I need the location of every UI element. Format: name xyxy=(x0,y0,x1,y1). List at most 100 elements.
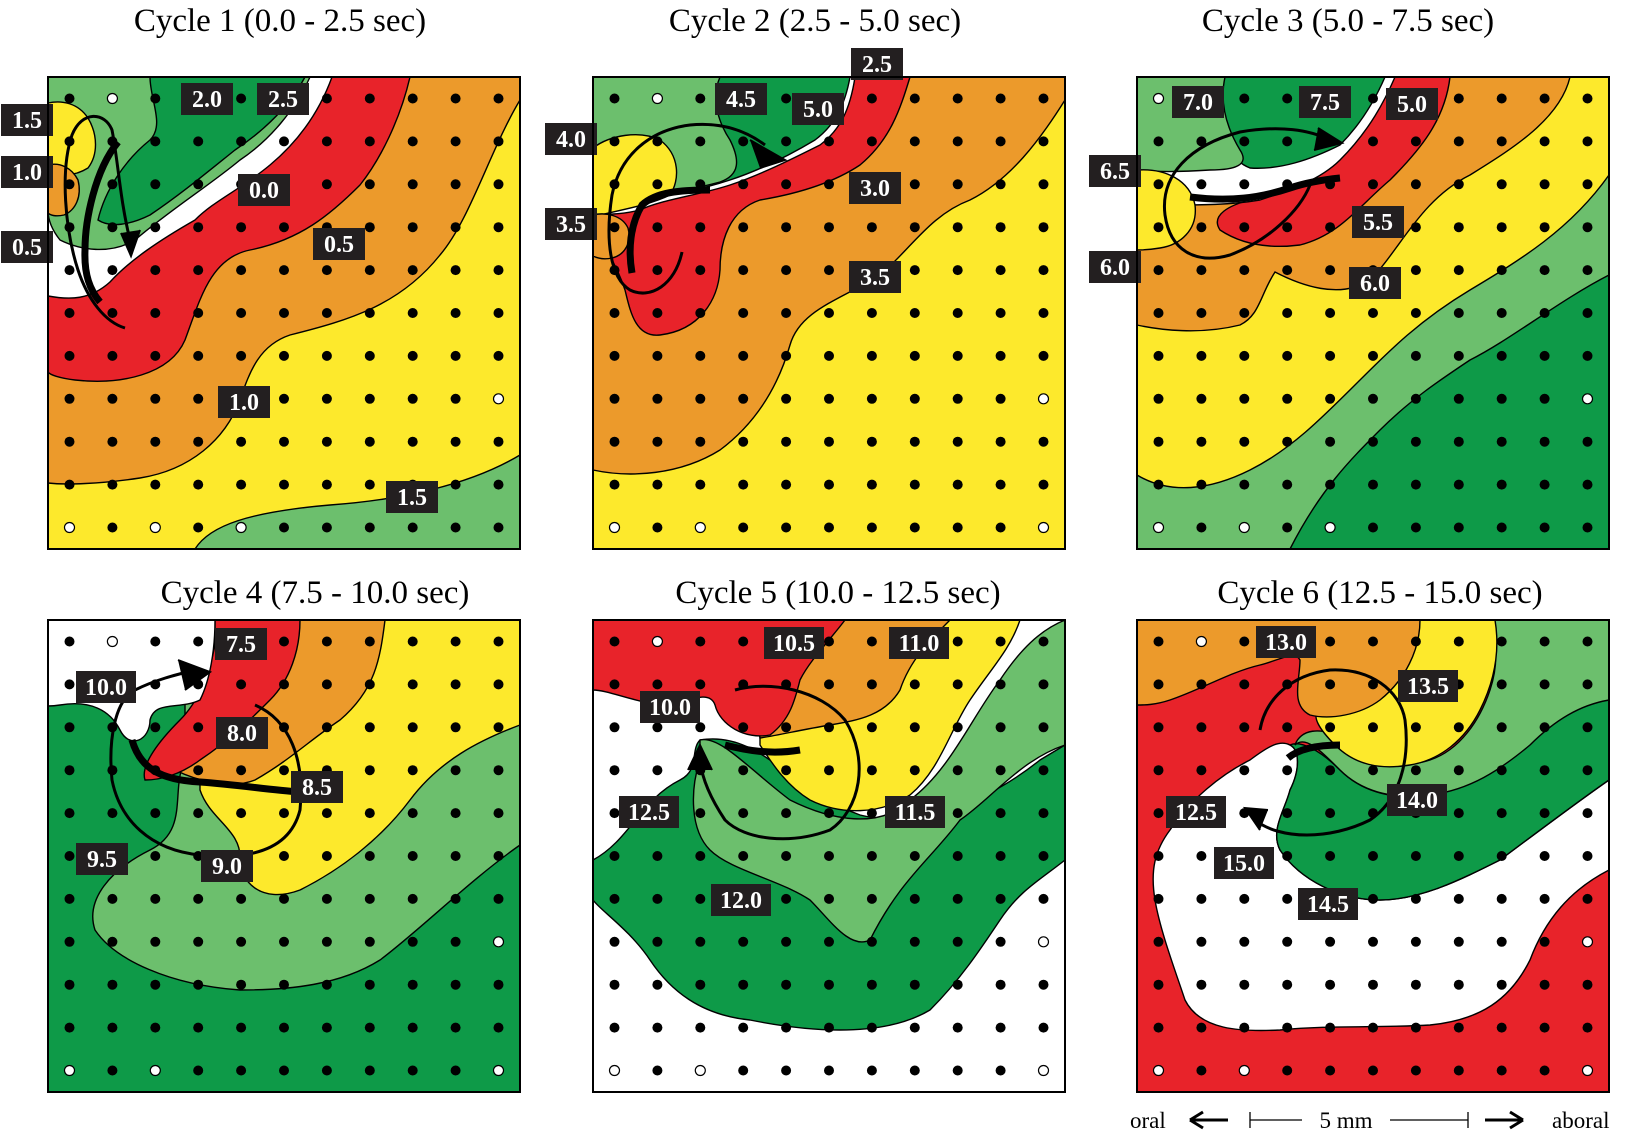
electrode xyxy=(279,936,289,947)
electrode xyxy=(1582,979,1593,990)
electrode xyxy=(866,93,877,104)
electrode-inactive xyxy=(1037,936,1050,948)
electrode xyxy=(1453,265,1464,276)
electrode xyxy=(1496,851,1507,861)
electrode xyxy=(866,308,877,318)
electrode xyxy=(1153,436,1164,447)
electrode xyxy=(279,979,289,990)
electrode xyxy=(450,808,461,819)
electrode xyxy=(1539,350,1550,361)
electrode xyxy=(695,722,706,733)
electrode xyxy=(1196,436,1207,447)
electrode xyxy=(609,308,620,318)
panel-4-wavefront-line xyxy=(128,738,301,796)
electrode xyxy=(652,1065,663,1076)
electrode xyxy=(450,393,461,404)
panel-1-label: 1.5 xyxy=(1,104,53,136)
electrode xyxy=(1410,393,1421,404)
electrode-inactive xyxy=(1581,1064,1594,1077)
panel-6-label: 14.0 xyxy=(1387,784,1447,816)
electrode-inactive xyxy=(492,936,505,948)
electrode xyxy=(652,936,663,947)
electrode xyxy=(1539,679,1550,690)
electrode xyxy=(450,679,461,690)
electrode xyxy=(695,1022,706,1033)
electrode xyxy=(321,522,332,533)
electrode xyxy=(107,522,118,533)
electrode xyxy=(1496,436,1507,447)
panel-4-label: 8.5 xyxy=(291,771,343,803)
electrode xyxy=(1239,679,1250,690)
electrode-inactive xyxy=(608,521,621,534)
panel-6-label: 14.5 xyxy=(1298,888,1358,920)
electrode xyxy=(1410,265,1421,276)
electrode xyxy=(1453,936,1464,947)
electrode xyxy=(1368,979,1378,990)
electrode xyxy=(609,636,620,647)
electrode xyxy=(866,136,877,147)
electrode xyxy=(1325,350,1336,361)
electrode xyxy=(1582,136,1593,147)
oral-label: oral xyxy=(1130,1108,1166,1133)
panel-3-frame xyxy=(1136,76,1610,550)
panel-6-time-labels: 12.5 13.0 13.5 14.0 14.5 15.0 xyxy=(1166,626,1458,920)
electrode xyxy=(1239,393,1250,404)
electrode xyxy=(609,679,620,690)
electrode xyxy=(652,1022,663,1033)
electrode xyxy=(493,93,504,104)
electrode xyxy=(64,479,75,490)
electrode xyxy=(493,851,504,861)
electrode xyxy=(866,393,877,404)
electrode xyxy=(695,851,706,861)
electrode xyxy=(952,808,963,819)
svg-text:5.0: 5.0 xyxy=(803,97,833,123)
electrode xyxy=(193,893,204,904)
electrode xyxy=(1453,522,1464,533)
electrode xyxy=(279,808,289,819)
electrode xyxy=(738,222,749,233)
electrode xyxy=(193,436,204,447)
electrode xyxy=(193,393,204,404)
electrode xyxy=(1196,393,1207,404)
electrode xyxy=(1368,179,1378,190)
panel-5-electrode-grid xyxy=(608,635,1050,1077)
electrode xyxy=(64,893,75,904)
electrode xyxy=(609,851,620,861)
electrode xyxy=(407,393,418,404)
panel-3-label: 5.5 xyxy=(1352,206,1404,238)
electrode-inactive xyxy=(63,1064,76,1077)
electrode xyxy=(150,936,161,947)
electrode xyxy=(1196,893,1207,904)
electrode xyxy=(952,436,963,447)
electrode xyxy=(866,893,877,904)
electrode xyxy=(450,179,461,190)
electrode xyxy=(738,1065,749,1076)
electrode xyxy=(824,308,834,318)
electrode xyxy=(738,851,749,861)
electrode xyxy=(1153,679,1164,690)
electrode xyxy=(1239,308,1250,318)
electrode xyxy=(909,436,920,447)
electrode xyxy=(952,979,963,990)
electrode xyxy=(1453,722,1464,733)
electrode xyxy=(909,350,920,361)
svg-text:6.5: 6.5 xyxy=(1100,159,1130,185)
electrode xyxy=(1325,308,1336,318)
electrode xyxy=(236,479,247,490)
electrode xyxy=(995,93,1006,104)
electrode xyxy=(107,936,118,947)
electrode xyxy=(1196,679,1207,690)
scale-label: 5 mm xyxy=(1319,1108,1372,1133)
electrode xyxy=(1196,979,1207,990)
electrode xyxy=(1539,936,1550,947)
electrode xyxy=(824,136,834,147)
electrode xyxy=(321,136,332,147)
electrode xyxy=(952,893,963,904)
electrode xyxy=(952,350,963,361)
electrode xyxy=(1582,479,1593,490)
panel-2-label: 4.5 xyxy=(715,83,767,115)
svg-text:6.0: 6.0 xyxy=(1100,255,1130,281)
electrode xyxy=(1410,722,1421,733)
electrode xyxy=(1410,479,1421,490)
electrode xyxy=(824,1022,834,1033)
